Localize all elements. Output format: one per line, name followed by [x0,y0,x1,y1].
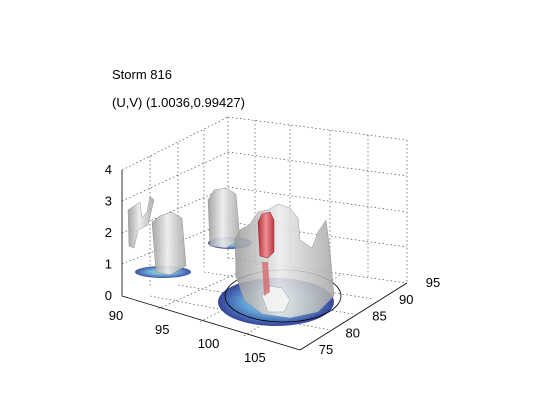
y-tick-label: 95 [426,275,440,290]
grid-line [121,151,229,202]
x-tick-labels: 90 95 100 105 [109,308,266,365]
y-tick-label: 75 [319,342,333,357]
x-tick-label: 105 [244,350,266,365]
grid-line [121,186,229,234]
red-core-lower [262,262,270,296]
grid-line [149,295,331,331]
grey-column [151,211,187,276]
y-tick-labels: 75 80 85 90 95 [319,275,440,357]
x-tick-label: 90 [109,308,123,323]
axes-frame [121,170,408,351]
z-tick-label: 4 [105,162,112,177]
z-tick-label: 1 [105,257,112,272]
chart-title: Storm 816 [112,67,172,82]
z-tick-label: 3 [105,194,112,209]
y-tick-label: 90 [399,292,413,307]
red-core [257,211,275,259]
x-tick-label: 95 [155,322,169,337]
storm-surfaces [127,187,342,326]
y-tick-label: 80 [346,325,360,340]
x-tick-label: 100 [198,336,220,351]
z-tick-label: 2 [105,225,112,240]
vertical-sheet [127,195,155,249]
grid-line [157,261,263,310]
y-tick-label: 85 [372,309,386,324]
grey-column [207,187,241,249]
z-tick-labels: 0 1 2 3 4 [105,162,112,303]
chart-subtitle: (U,V) (1.0036,0.99427) [112,95,245,110]
x-axis-line [121,295,301,351]
y-axis-line [299,282,408,351]
grid-line [121,116,229,171]
grid-line [203,271,374,300]
z-tick-label: 0 [105,288,112,303]
